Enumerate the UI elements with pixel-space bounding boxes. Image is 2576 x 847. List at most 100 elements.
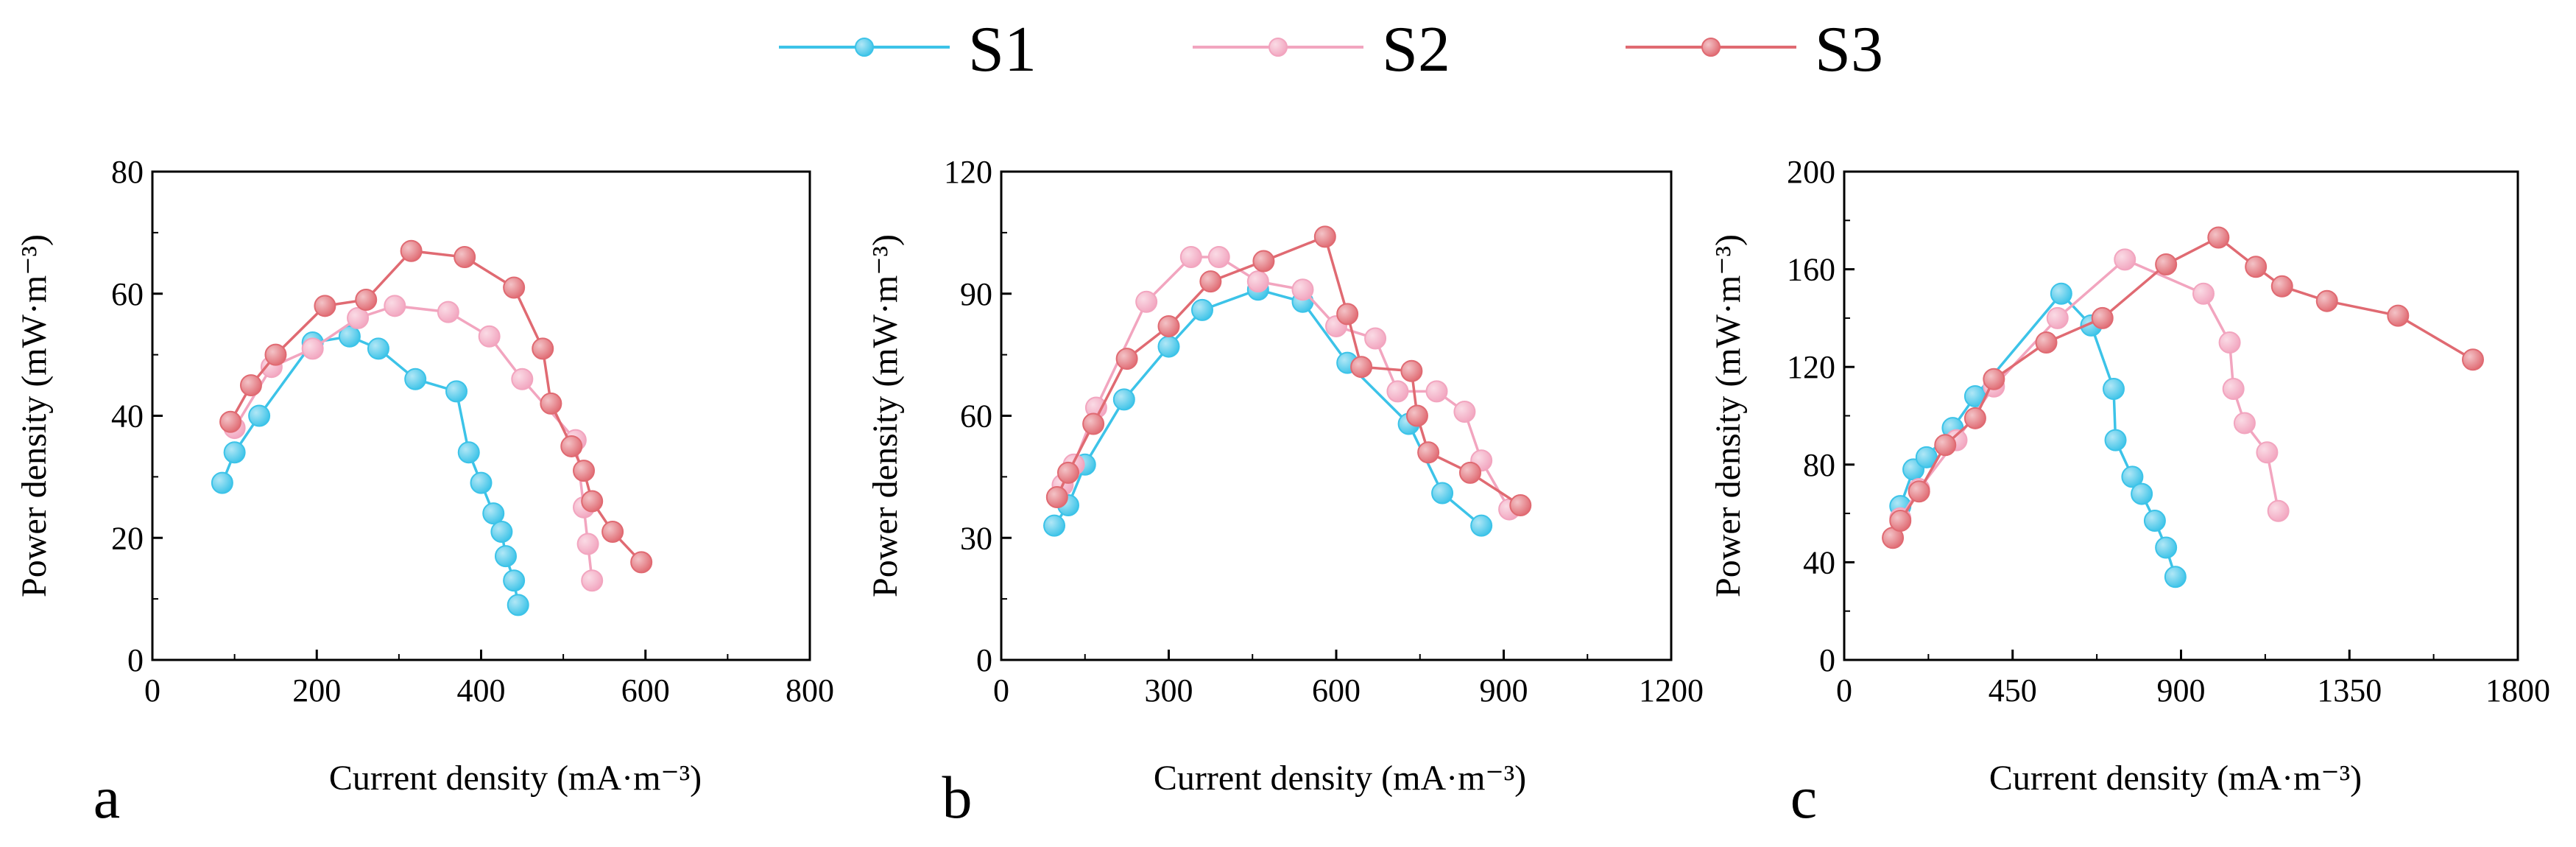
data-point-s2 xyxy=(2218,331,2241,354)
x-tick-label: 900 xyxy=(1480,672,1528,709)
data-point-s2 xyxy=(1207,246,1230,269)
data-point-s1 xyxy=(2155,536,2178,559)
data-point-s3 xyxy=(560,435,583,457)
y-axis-label: Power density (mW·m⁻³) xyxy=(15,234,54,597)
chart-panel-a: 0 200 400 600 800 0 20 40 60 80 Current density (m… xyxy=(15,154,834,831)
data-point-s3 xyxy=(355,289,378,312)
data-point-s1 xyxy=(404,368,427,390)
data-point-s3 xyxy=(1199,270,1222,293)
y-tick-label: 0 xyxy=(1819,642,1835,678)
data-point-s2 xyxy=(1291,278,1314,301)
series-s3 xyxy=(1045,225,1532,517)
chart-panel-c: 0 450 900 1350 1800 0 40 80 120 160 200 Current den… xyxy=(1709,154,2550,831)
data-point-s2 xyxy=(384,295,406,317)
y-tick-label: 120 xyxy=(944,154,992,190)
data-point-s1 xyxy=(457,441,480,464)
x-tick-label: 300 xyxy=(1145,672,1193,709)
data-point-s1 xyxy=(2143,510,2166,533)
data-point-s3 xyxy=(630,551,653,574)
series-s2 xyxy=(1051,246,1521,521)
data-point-s1 xyxy=(445,380,468,403)
legend-label-s2: S2 xyxy=(1382,14,1450,85)
y-axis-label: Power density (mW·m⁻³) xyxy=(1709,234,1748,597)
data-point-s2 xyxy=(1179,246,1202,269)
y-axis-label: Power density (mW·m⁻³) xyxy=(866,234,905,597)
data-point-s3 xyxy=(2270,275,2293,298)
data-point-s1 xyxy=(490,520,513,543)
data-point-s3 xyxy=(2315,289,2338,312)
data-point-s2 xyxy=(576,533,599,555)
data-point-s2 xyxy=(478,325,501,348)
data-point-s3 xyxy=(1908,480,1930,503)
data-point-s1 xyxy=(494,545,517,568)
data-point-s3 xyxy=(1701,38,1721,57)
data-point-s1 xyxy=(2104,429,2127,451)
data-point-s1 xyxy=(1043,514,1066,537)
x-tick-label: 900 xyxy=(2157,672,2206,709)
y-tick-label: 120 xyxy=(1787,349,1835,385)
x-tick-label: 1200 xyxy=(1639,672,1704,709)
data-point-s2 xyxy=(511,368,534,390)
data-point-s2 xyxy=(1425,380,1448,403)
data-point-s3 xyxy=(2155,253,2178,275)
data-point-s1 xyxy=(223,441,246,464)
data-point-s1 xyxy=(367,337,389,360)
data-point-s3 xyxy=(1313,225,1336,248)
chart-panel-b: 0 300 600 900 1200 0 30 60 90 120 Current density … xyxy=(866,154,1704,831)
data-point-s3 xyxy=(264,343,287,366)
data-point-s3 xyxy=(1417,441,1440,464)
data-point-s3 xyxy=(503,276,526,299)
data-point-s3 xyxy=(2207,226,2230,249)
x-tick-label: 800 xyxy=(786,672,834,709)
data-point-s1 xyxy=(338,325,361,348)
legend-label-s1: S1 xyxy=(968,14,1037,85)
data-point-s2 xyxy=(2114,248,2136,271)
data-point-s2 xyxy=(1364,327,1387,350)
data-point-s1 xyxy=(1431,482,1454,505)
data-point-s3 xyxy=(1252,250,1275,273)
panel-letter: c xyxy=(1790,764,1817,831)
panel-letter: b xyxy=(942,764,973,831)
plot-frame xyxy=(1843,170,2519,661)
y-tick-label: 60 xyxy=(960,398,992,435)
x-tick-label: 0 xyxy=(144,672,160,709)
data-point-s2 xyxy=(1453,400,1476,423)
data-point-s3 xyxy=(239,374,262,397)
data-point-s3 xyxy=(1350,356,1373,379)
data-point-s3 xyxy=(1509,494,1532,517)
x-axis-label: Current density (mA·m⁻³) xyxy=(329,759,702,798)
x-tick-label: 1800 xyxy=(2485,672,2550,709)
data-point-s3 xyxy=(1057,461,1079,484)
data-point-s3 xyxy=(2245,256,2268,278)
y-tick-label: 40 xyxy=(1803,544,1835,580)
data-point-s1 xyxy=(482,502,505,525)
y-tick-label: 80 xyxy=(111,154,144,190)
data-point-s3 xyxy=(1400,359,1423,382)
data-point-s3 xyxy=(314,295,336,317)
data-point-s1 xyxy=(2164,566,2187,588)
x-tick-label: 450 xyxy=(1989,672,2037,709)
data-point-s2 xyxy=(2192,282,2215,305)
data-point-s3 xyxy=(581,490,604,513)
data-point-s1 xyxy=(1191,298,1213,321)
legend-entry-s1: S1 xyxy=(779,14,1037,85)
data-point-s3 xyxy=(1082,412,1105,435)
y-tick-label: 90 xyxy=(960,276,992,312)
data-point-s2 xyxy=(2233,412,2256,435)
data-point-s1 xyxy=(2121,465,2144,488)
data-point-s3 xyxy=(1983,368,2005,390)
data-point-s3 xyxy=(1157,314,1180,337)
y-tick-label: 40 xyxy=(111,398,144,435)
series-line-s2 xyxy=(1899,258,2280,519)
series-s1 xyxy=(211,325,529,616)
data-point-s1 xyxy=(2103,378,2125,401)
data-point-s3 xyxy=(400,239,423,262)
data-point-s1 xyxy=(2131,482,2153,505)
legend-entry-s3: S3 xyxy=(1626,14,1883,85)
data-point-s3 xyxy=(1934,434,1957,457)
series-line-s3 xyxy=(1056,235,1522,507)
x-tick-label: 600 xyxy=(1312,672,1361,709)
data-point-s2 xyxy=(2256,441,2279,464)
